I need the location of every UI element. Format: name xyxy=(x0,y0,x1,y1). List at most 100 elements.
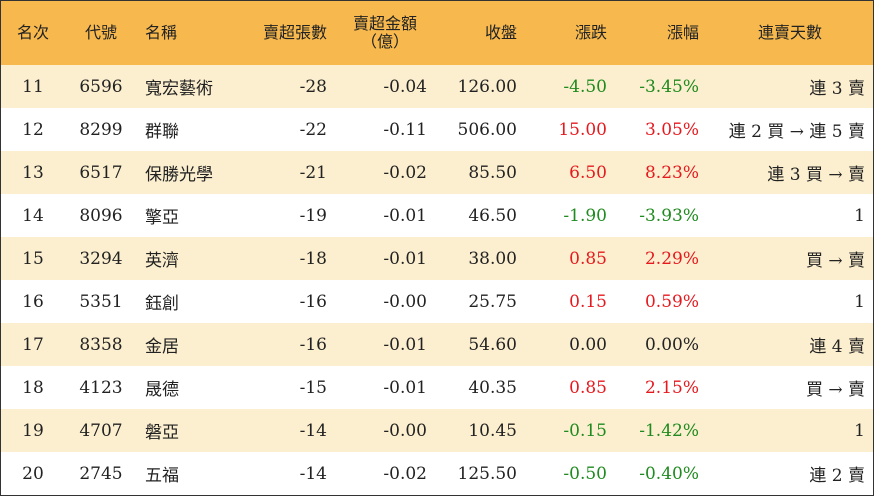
cell-close: 38.00 xyxy=(468,248,517,269)
cell-code: 8299 xyxy=(79,119,123,140)
cell-net-sell-lots: -19 xyxy=(299,205,327,226)
cell-change-pct: 0.59% xyxy=(644,291,699,312)
cell-name: 五福 xyxy=(145,466,179,486)
header-net-sell-lots: 賣超張數 xyxy=(262,23,327,42)
cell-code: 8096 xyxy=(79,205,123,226)
cell-change: 0.15 xyxy=(569,291,607,312)
table-row: 18 4123 晟德 -15 -0.01 40.35 0.85 2.15% 買 → 賣 xyxy=(1,366,873,409)
header-code: 代號 xyxy=(84,23,117,42)
cell-change: 6.50 xyxy=(569,162,607,183)
cell-name: 鈺創 xyxy=(145,294,179,314)
cell-close: 85.50 xyxy=(468,162,517,183)
cell-rank: 18 xyxy=(22,377,44,398)
cell-net-sell-amount: -0.00 xyxy=(383,420,427,441)
cell-streak: 連 2 買 → 連 5 賣 xyxy=(728,122,865,142)
cell-code: 6517 xyxy=(79,162,123,183)
table-row: 12 8299 群聯 -22 -0.11 506.00 15.00 3.05% 連 2 買 → … xyxy=(1,108,873,151)
cell-close: 25.75 xyxy=(468,291,517,312)
cell-streak: 買 → 賣 xyxy=(805,380,865,400)
cell-net-sell-lots: -15 xyxy=(299,377,327,398)
cell-net-sell-lots: -14 xyxy=(299,463,327,484)
cell-close: 40.35 xyxy=(468,377,517,398)
cell-name: 群聯 xyxy=(145,122,179,142)
header-change-pct: 漲幅 xyxy=(666,23,699,42)
header-rank: 名次 xyxy=(16,23,49,42)
cell-close: 125.50 xyxy=(457,463,517,484)
cell-net-sell-lots: -18 xyxy=(299,248,327,269)
header-net-sell-amount-line2: （億） xyxy=(360,32,409,51)
cell-close: 506.00 xyxy=(457,119,517,140)
cell-code: 8358 xyxy=(79,334,123,355)
cell-change: -0.50 xyxy=(563,463,607,484)
cell-close: 10.45 xyxy=(468,420,517,441)
cell-close: 46.50 xyxy=(468,205,517,226)
cell-close: 126.00 xyxy=(457,76,517,97)
cell-name: 英濟 xyxy=(145,251,179,271)
cell-code: 2745 xyxy=(79,463,123,484)
cell-change: -0.15 xyxy=(563,420,607,441)
cell-net-sell-amount: -0.11 xyxy=(383,119,427,140)
cell-net-sell-lots: -28 xyxy=(299,76,327,97)
cell-close: 54.60 xyxy=(468,334,517,355)
cell-rank: 20 xyxy=(22,463,44,484)
cell-change: 0.85 xyxy=(569,377,607,398)
cell-streak: 1 xyxy=(854,205,865,226)
cell-rank: 17 xyxy=(22,334,44,355)
cell-rank: 16 xyxy=(22,291,44,312)
cell-net-sell-amount: -0.04 xyxy=(383,76,427,97)
cell-code: 4123 xyxy=(79,377,123,398)
cell-net-sell-amount: -0.00 xyxy=(383,291,427,312)
cell-net-sell-lots: -21 xyxy=(299,162,327,183)
cell-name: 保勝光學 xyxy=(145,165,213,185)
cell-rank: 15 xyxy=(22,248,44,269)
cell-rank: 12 xyxy=(22,119,44,140)
cell-change-pct: -0.40% xyxy=(639,463,699,484)
header-streak: 連賣天數 xyxy=(757,23,822,42)
cell-net-sell-lots: -14 xyxy=(299,420,327,441)
cell-net-sell-amount: -0.02 xyxy=(383,162,427,183)
table-row: 20 2745 五福 -14 -0.02 125.50 -0.50 -0.40% 連 2 賣 xyxy=(1,452,873,495)
table-row: 11 6596 寬宏藝術 -28 -0.04 126.00 -4.50 -3.45% 連 3 賣 xyxy=(1,65,873,108)
cell-name: 磐亞 xyxy=(145,423,179,443)
table-header: 名次 代號 名稱 賣超張數 賣超金額 （億） 收盤 漲跌 漲幅 連賣天數 xyxy=(1,1,873,65)
cell-name: 擎亞 xyxy=(145,208,179,228)
cell-net-sell-amount: -0.01 xyxy=(383,205,427,226)
table-row: 13 6517 保勝光學 -21 -0.02 85.50 6.50 8.23% 連 3 買 → … xyxy=(1,151,873,194)
cell-code: 6596 xyxy=(79,76,123,97)
cell-change-pct: 8.23% xyxy=(644,162,699,183)
cell-streak: 連 3 買 → 賣 xyxy=(767,165,865,185)
cell-change-pct: 0.00% xyxy=(644,334,699,355)
cell-streak: 1 xyxy=(854,291,865,312)
cell-change: -4.50 xyxy=(563,76,607,97)
cell-name: 晟德 xyxy=(145,380,179,400)
cell-code: 3294 xyxy=(79,248,123,269)
cell-net-sell-amount: -0.01 xyxy=(383,334,427,355)
cell-code: 5351 xyxy=(79,291,123,312)
cell-change: 15.00 xyxy=(558,119,607,140)
header-net-sell-amount-line1: 賣超金額 xyxy=(352,14,417,33)
cell-net-sell-amount: -0.02 xyxy=(383,463,427,484)
cell-change: -1.90 xyxy=(563,205,607,226)
cell-streak: 連 4 賣 xyxy=(809,337,865,357)
cell-change-pct: -3.45% xyxy=(639,76,699,97)
table-row: 19 4707 磐亞 -14 -0.00 10.45 -0.15 -1.42% 1 xyxy=(1,409,873,452)
cell-change-pct: 3.05% xyxy=(644,119,699,140)
cell-streak: 連 2 賣 xyxy=(809,466,865,486)
cell-rank: 11 xyxy=(22,76,44,97)
cell-change: 0.00 xyxy=(569,334,607,355)
header-row: 名次 代號 名稱 賣超張數 賣超金額 （億） 收盤 漲跌 漲幅 連賣天數 xyxy=(1,1,873,65)
cell-change-pct: -1.42% xyxy=(639,420,699,441)
cell-rank: 19 xyxy=(22,420,44,441)
cell-change-pct: 2.29% xyxy=(644,248,699,269)
header-net-sell-amount: 賣超金額 （億） xyxy=(335,1,435,65)
cell-streak: 1 xyxy=(854,420,865,441)
cell-code: 4707 xyxy=(79,420,123,441)
cell-net-sell-amount: -0.01 xyxy=(383,248,427,269)
table-row: 14 8096 擎亞 -19 -0.01 46.50 -1.90 -3.93% 1 xyxy=(1,194,873,237)
cell-net-sell-amount: -0.01 xyxy=(383,377,427,398)
cell-name: 金居 xyxy=(145,337,179,357)
cell-change: 0.85 xyxy=(569,248,607,269)
cell-net-sell-lots: -22 xyxy=(299,119,327,140)
cell-rank: 14 xyxy=(22,205,44,226)
